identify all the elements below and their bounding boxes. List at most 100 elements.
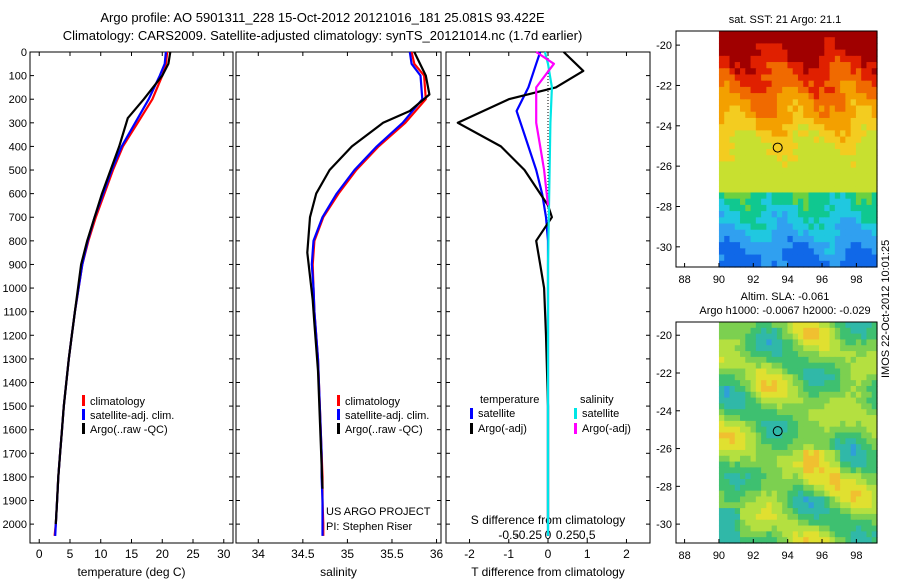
sst-map-cell [740, 105, 746, 113]
sla-map-cell [787, 362, 794, 370]
sla-map-cell [761, 455, 767, 463]
sst-map-cell [750, 99, 757, 107]
sla-map-cell [745, 351, 752, 358]
sst-map-cell [776, 204, 783, 212]
sla-map-cell [734, 403, 741, 410]
sla-map-cell [761, 368, 767, 375]
sla-map-cell [834, 537, 841, 544]
sla-map-cell [855, 444, 862, 451]
sst-map-cell [734, 149, 741, 156]
sla-map-cell [771, 362, 778, 370]
sst-map-cell [782, 186, 789, 194]
sst-map-cell [850, 117, 857, 125]
sst-map-cell [761, 43, 767, 51]
sst-map-cell [718, 180, 725, 187]
sla-map-cell [729, 426, 736, 434]
sst-map-cell [776, 93, 783, 100]
sla-map-cell [845, 397, 852, 405]
sla-map-cell [813, 409, 820, 416]
sla-map-cell [840, 409, 846, 416]
sla-map-cell [729, 513, 736, 521]
sst-map-cell [755, 37, 762, 45]
sla-map-cell [824, 438, 831, 445]
sst-map-cell [855, 37, 862, 45]
sst-map-cell [834, 242, 841, 249]
sst-map-cell [782, 80, 789, 88]
sla-map-cell [803, 420, 810, 428]
sla-map-cell [840, 356, 846, 364]
sst-map-cell [755, 173, 762, 181]
sla-map-cell [797, 362, 804, 370]
sla-map-cell [745, 368, 752, 375]
sla-map-cell [855, 374, 862, 381]
sst-map-cell [840, 86, 846, 94]
sla-map-cell [776, 479, 783, 486]
sla-map-cell [792, 420, 799, 428]
sla-map-cell [829, 432, 836, 439]
sst-map-cell [866, 173, 873, 181]
sst-map-cell [792, 142, 799, 150]
sla-map-cell [724, 496, 731, 503]
sst-map-cell [808, 99, 815, 107]
sla-map-cell [845, 449, 852, 457]
sst-map-cell [766, 124, 773, 131]
sla-map-cell [808, 467, 815, 474]
sst-map-cell [808, 192, 815, 200]
sla-map-cell [761, 415, 767, 422]
legend-entry: Argo(-adj) [582, 423, 631, 435]
sst-map-cell [871, 99, 878, 107]
sst-map-cell [834, 173, 841, 181]
sst-map-cell [761, 37, 767, 45]
sla-map-cell [761, 467, 767, 474]
sst-map-cell [766, 235, 773, 243]
sla-map-cell [745, 362, 752, 370]
sst-map-cell [829, 86, 836, 94]
sla-map-cell [834, 479, 841, 486]
sla-map-cell [834, 531, 841, 538]
sst-map-cell [761, 167, 767, 175]
sla-map-cell [750, 391, 757, 399]
sla-map-cell [829, 339, 836, 346]
sla-map-cell [850, 455, 857, 463]
sst-map-cell [834, 217, 841, 225]
sst-map-cell [866, 248, 873, 256]
sla-map-cell [855, 467, 862, 474]
sst-map-cell [866, 204, 873, 212]
sst-map-cell [819, 99, 825, 107]
sla-map-cell [718, 362, 725, 370]
salinity-diff-tick-label: -0.25 [515, 528, 543, 542]
sla-map-cell [834, 513, 841, 521]
sla-map-cell [834, 444, 841, 451]
sla-map-cell [834, 525, 841, 532]
sla-map-cell [797, 397, 804, 405]
sst-map-cell [813, 192, 820, 200]
sla-map-cell [734, 502, 741, 509]
sla-map-cell [840, 333, 846, 341]
sst-map-cell [803, 31, 810, 38]
sst-map-cell [755, 43, 762, 51]
sla-map-cell [824, 455, 831, 463]
sla-map-cell [866, 467, 873, 474]
sst-map-cell [766, 68, 773, 76]
sst-map-cell [866, 49, 873, 57]
sla-map-cell [787, 531, 794, 538]
sla-map-cell [787, 374, 794, 381]
sla-map-cell [861, 537, 868, 544]
sla-map-cell [829, 438, 836, 445]
sst-map-cell [792, 55, 799, 63]
sla-map-cell [761, 502, 767, 509]
sst-map-cell [718, 155, 725, 163]
legend-swatch [470, 423, 473, 434]
sst-map-cell [750, 155, 757, 163]
sla-map-cell [840, 397, 846, 405]
sla-map-cell [718, 484, 725, 492]
sst-map-cell [724, 217, 731, 225]
sst-map-cell [761, 31, 767, 38]
sla-map-cell [761, 508, 767, 515]
sst-map-cell [718, 105, 725, 113]
sst-map-cell [766, 31, 773, 38]
sst-map-cell [771, 155, 778, 163]
sla-map-cell [797, 432, 804, 439]
sst-map-cell [840, 149, 846, 156]
depth-tick-label: 1500 [3, 401, 27, 413]
